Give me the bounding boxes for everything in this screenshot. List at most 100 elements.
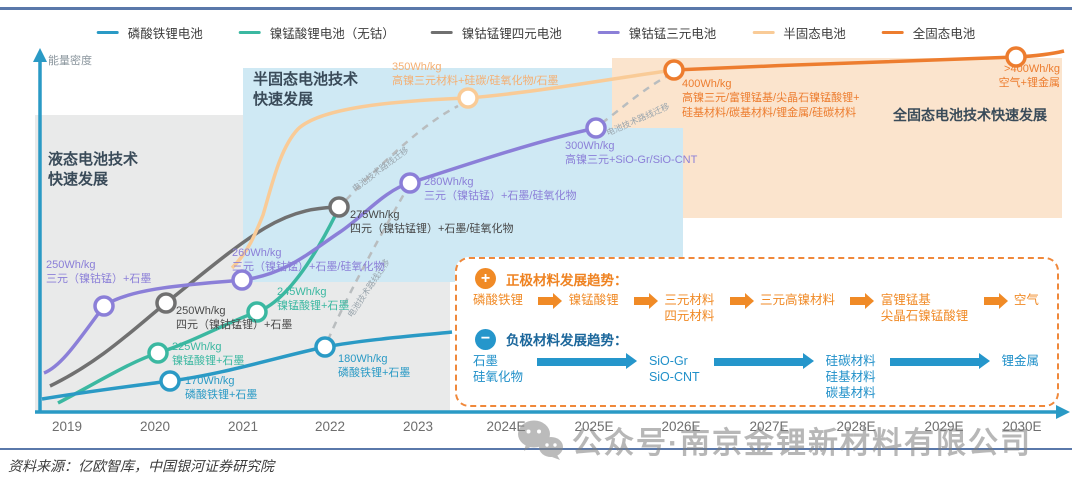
legend-swatch <box>881 30 904 35</box>
markers-quaternary <box>155 196 350 314</box>
cathode-item: 镍锰酸锂 <box>568 293 619 307</box>
anode-item: SiO-Gr SiO-CNT <box>648 353 700 384</box>
data-point <box>159 370 181 392</box>
point-material: 磷酸铁锂+石墨 <box>338 367 411 380</box>
data-point <box>246 301 268 323</box>
point-value: 170Wh/kg <box>185 375 235 387</box>
data-point <box>585 117 607 139</box>
series-line-quaternary <box>49 205 340 388</box>
point-label: 400Wh/kg 高镍三元/富锂锰基/尖晶石镍锰酸锂+ 硅基材料/碳基材料/锂金属… <box>682 77 860 120</box>
data-point <box>1005 46 1027 68</box>
point-label: 280Wh/kg 三元（镍钴锰）+石墨/硅氧化物 <box>424 175 576 204</box>
point-material: 高镍三元/富锂锰基/尖晶石镍锰酸锂+ 硅基材料/碳基材料/锂金属/硅碳材料 <box>682 92 860 119</box>
point-value: 245Wh/kg <box>277 286 327 298</box>
legend-label: 半固态电池 <box>783 27 846 41</box>
point-material: 高镍三元+SiO-Gr/SiO-CNT <box>565 154 698 167</box>
point-value: 250Wh/kg <box>176 305 226 317</box>
point-value: 250Wh/kg <box>46 259 96 271</box>
point-value: 350Wh/kg <box>392 61 442 73</box>
series-line-semi-solid <box>230 68 675 270</box>
x-tick: 2029E <box>924 419 964 434</box>
arrow-icon <box>889 353 990 369</box>
point-value: 225Wh/kg <box>172 341 222 353</box>
data-point <box>231 269 253 291</box>
source-note: 资料来源：亿欧智库，中国银河证券研究院 <box>8 460 274 475</box>
data-point <box>399 172 421 194</box>
point-label: 275Wh/kg 四元（镍钴锰锂）+石墨/硅氧化物 <box>350 208 513 237</box>
legend-item-lfp: 磷酸铁锂电池 <box>96 23 203 42</box>
point-material: 高镍三元材料+硅碳/硅氧化物/石墨 <box>392 75 559 88</box>
x-tick: 2027E <box>749 419 789 434</box>
region-title-all-solid: 全固态电池技术快速发展 <box>893 107 1047 123</box>
cathode-item: 三元材料 四元材料 <box>664 293 715 324</box>
cathode-item: 磷酸铁锂 <box>473 293 524 307</box>
markers-lfp <box>159 336 336 392</box>
cathode-trend-title: 正极材料发展趋势： <box>506 272 628 288</box>
point-label: 250Wh/kg 四元（镍钴锰锂）+石墨 <box>176 304 292 333</box>
point-label: 225Wh/kg 镍锰酸锂+石墨 <box>172 340 244 369</box>
point-material: 三元（镍钴锰）+石墨/硅氧化物 <box>424 190 577 203</box>
migration-arrow-2 <box>345 104 459 201</box>
series-line-all-solid <box>673 49 1065 72</box>
x-tick: 2026E <box>661 419 701 434</box>
material-trends-box: + 正极材料发展趋势： 磷酸铁锂 镍锰酸锂 三元材料 四元材料 三元高镍材料 富… <box>455 257 1059 407</box>
x-tick: 2021 <box>227 419 259 434</box>
point-material: 四元（镍钴锰锂）+石墨 <box>176 319 293 332</box>
minus-icon: − <box>475 328 496 350</box>
point-label: 245Wh/kg 镍锰酸锂+石墨 <box>277 285 349 314</box>
legend-swatch <box>96 30 119 35</box>
right-arrow-icon <box>1056 405 1070 419</box>
point-label: 350Wh/kg 高镍三元材料+硅碳/硅氧化物/石墨 <box>392 60 559 89</box>
bottom-divider <box>0 448 1072 450</box>
point-material: 三元（镍钴锰）+石墨 <box>46 273 152 286</box>
cathode-trend-chain: 磷酸铁锂 镍锰酸锂 三元材料 四元材料 三元高镍材料 富锂锰基 尖晶石镍锰酸锂 … <box>473 292 1039 325</box>
point-label: >400Wh/kg 空气+锂金属 <box>948 62 1060 91</box>
migration-arrow-1 <box>326 193 406 341</box>
point-value: 260Wh/kg <box>232 247 282 259</box>
point-value: 400Wh/kg <box>682 78 732 90</box>
anode-trend-header: − 负极材料发展趋势： <box>475 328 1041 350</box>
x-tick: 2020 <box>139 419 171 434</box>
point-value: 180Wh/kg <box>338 353 388 365</box>
data-point <box>147 342 169 364</box>
legend-label: 全固态电池 <box>912 27 976 41</box>
migration-arrow-3 <box>601 75 667 124</box>
legend-swatch <box>752 30 775 35</box>
data-point <box>328 196 350 218</box>
x-tick: 2024E <box>486 419 526 434</box>
point-material: 镍锰酸锂+石墨 <box>277 300 350 313</box>
point-value: 300Wh/kg <box>565 140 615 152</box>
arrow-icon <box>634 293 659 309</box>
legend-item-all-solid: 全固态电池 <box>881 23 976 42</box>
point-label: 180Wh/kg 磷酸铁锂+石墨 <box>338 352 410 381</box>
point-material: 磷酸铁锂+石墨 <box>185 389 258 402</box>
x-tick: 2025E <box>574 419 614 434</box>
legend-label: 镍钴锰三元电池 <box>628 27 717 41</box>
legend-swatch <box>430 30 453 35</box>
point-label: 250Wh/kg 三元（镍钴锰）+石墨 <box>46 258 151 287</box>
data-point <box>314 336 336 358</box>
plus-icon: + <box>475 268 496 289</box>
markers-lnmo <box>147 301 268 364</box>
markers-semi-solid <box>457 87 479 109</box>
markers-ncm <box>93 117 607 317</box>
cathode-trend-header: + 正极材料发展趋势： <box>475 268 1041 289</box>
series-line-lfp <box>41 330 453 401</box>
arrow-icon <box>713 353 814 369</box>
cathode-item: 空气 <box>1013 293 1039 307</box>
point-value: 275Wh/kg <box>350 209 400 221</box>
x-tick: 2028E <box>836 419 876 434</box>
legend: 磷酸铁锂电池 镍锰酸锂电池（无钴） 镍钴锰锂四元电池 镍钴锰三元电池 半固态电池… <box>96 23 976 42</box>
up-arrow-icon <box>33 48 47 62</box>
y-axis-label: 能量密度 <box>48 55 92 67</box>
point-label: 170Wh/kg 磷酸铁锂+石墨 <box>185 374 257 403</box>
arrow-icon <box>538 293 563 309</box>
series-line-lnmo <box>57 213 338 405</box>
point-label: 300Wh/kg 高镍三元+SiO-Gr/SiO-CNT <box>565 139 697 168</box>
x-tick: 2030E <box>1002 419 1042 434</box>
data-point <box>663 59 685 81</box>
legend-label: 镍锰酸锂电池（无钴） <box>269 27 395 41</box>
arrow-icon <box>983 293 1008 309</box>
arrow-icon <box>850 293 875 309</box>
